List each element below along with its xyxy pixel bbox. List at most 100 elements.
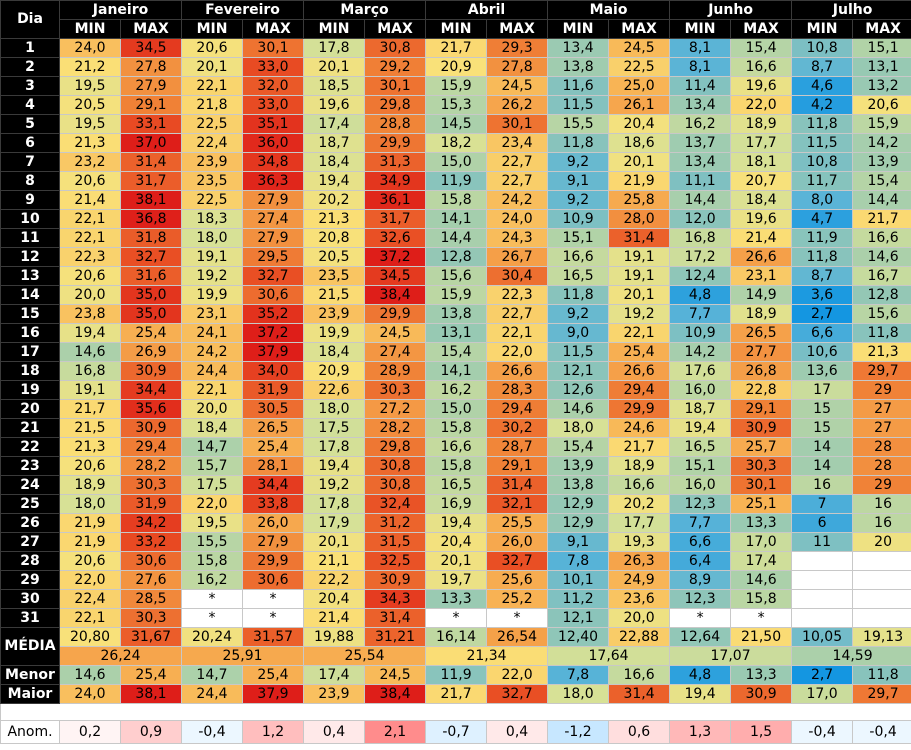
maior-min-cell: 19,4 bbox=[669, 684, 732, 704]
media-total-cell: 26,24 bbox=[58, 646, 183, 666]
min-cell: 11,8 bbox=[791, 247, 854, 267]
max-cell: 35,2 bbox=[242, 304, 305, 324]
maior-max-cell: 38,1 bbox=[119, 684, 183, 704]
max-cell: 26,6 bbox=[730, 247, 793, 267]
max-cell: 14,9 bbox=[730, 285, 793, 305]
max-cell: 29,9 bbox=[364, 304, 427, 324]
max-cell: 29,7 bbox=[852, 361, 911, 381]
max-cell: 13,3 bbox=[730, 513, 793, 533]
day-row: 23 20,6 28,2 15,7 28,1 19,4 30,8 15,8 29,1 13,9 18… bbox=[0, 456, 911, 476]
max-cell: 33,0 bbox=[242, 95, 305, 115]
max-cell: 28,3 bbox=[486, 380, 549, 400]
maior-min-cell: 21,7 bbox=[425, 684, 488, 704]
min-cell: 12,9 bbox=[547, 513, 610, 533]
anom-min-cell: 0,4 bbox=[303, 720, 366, 744]
max-cell: 27,8 bbox=[486, 57, 549, 77]
min-cell: 17,2 bbox=[669, 247, 732, 267]
max-cell: 33,8 bbox=[242, 494, 305, 514]
max-cell: 19,1 bbox=[608, 247, 671, 267]
min-cell: 16,6 bbox=[425, 437, 488, 457]
max-cell: 37,2 bbox=[364, 247, 427, 267]
min-cell: 14 bbox=[791, 437, 854, 457]
max-cell: 33,2 bbox=[119, 532, 183, 552]
max-cell: 21,9 bbox=[608, 171, 671, 191]
max-cell: 27,6 bbox=[119, 570, 183, 590]
max-cell: 19,6 bbox=[730, 76, 793, 96]
max-cell: 29,2 bbox=[364, 57, 427, 77]
min-cell: 19,2 bbox=[181, 266, 244, 286]
min-cell: 15,5 bbox=[181, 532, 244, 552]
subheader-max: MAX bbox=[119, 19, 183, 39]
max-cell: 32,1 bbox=[486, 494, 549, 514]
min-cell: 11,4 bbox=[669, 76, 732, 96]
max-cell: 20,1 bbox=[608, 152, 671, 172]
max-cell: 17,7 bbox=[730, 133, 793, 153]
max-cell: 27,7 bbox=[730, 342, 793, 362]
min-cell: 21,3 bbox=[59, 437, 121, 457]
min-cell: 21,9 bbox=[59, 532, 121, 552]
max-cell: 21,4 bbox=[730, 228, 793, 248]
max-cell: 28,0 bbox=[608, 209, 671, 229]
header-dia: Dia bbox=[0, 0, 60, 39]
min-cell: 19,4 bbox=[303, 456, 366, 476]
min-cell: 20,0 bbox=[181, 399, 244, 419]
menor-min-cell: 14,6 bbox=[59, 665, 121, 685]
min-cell: 18,4 bbox=[181, 418, 244, 438]
day-label: 2 bbox=[0, 57, 60, 77]
max-cell: 19,6 bbox=[730, 209, 793, 229]
media-min-cell: 12,64 bbox=[669, 627, 732, 647]
max-cell: 31,8 bbox=[119, 228, 183, 248]
max-cell: 30,1 bbox=[242, 38, 305, 58]
media-max-cell: 31,57 bbox=[242, 627, 305, 647]
min-cell: 20,1 bbox=[425, 551, 488, 571]
max-cell: 16,6 bbox=[852, 228, 911, 248]
subheader-max: MAX bbox=[730, 19, 793, 39]
day-row: 10 22,1 36,8 18,3 27,4 21,3 31,7 14,1 24,0 10,9 28… bbox=[0, 209, 911, 229]
media-label: MÉDIA bbox=[0, 627, 60, 666]
min-cell: 19,4 bbox=[669, 418, 732, 438]
min-cell: 14,1 bbox=[425, 361, 488, 381]
anom-max-cell: 0,9 bbox=[119, 720, 183, 744]
min-cell: 13,7 bbox=[669, 133, 732, 153]
min-cell: 14,6 bbox=[547, 399, 610, 419]
maior-row: Maior 24,0 38,1 24,4 37,9 23,9 38,4 21,7 32,7 18… bbox=[0, 684, 911, 704]
day-row: 17 14,6 26,9 24,2 37,9 18,4 27,4 15,4 22,0 11,5 25… bbox=[0, 342, 911, 362]
min-cell: 15,6 bbox=[425, 266, 488, 286]
month-header-janeiro: Janeiro bbox=[58, 0, 183, 20]
min-cell: 13,3 bbox=[425, 589, 488, 609]
anom-min-cell: -0,4 bbox=[181, 720, 244, 744]
max-cell: 26,5 bbox=[242, 418, 305, 438]
media-min-cell: 10,05 bbox=[791, 627, 854, 647]
maior-min-cell: 23,9 bbox=[303, 684, 366, 704]
max-cell: 24,2 bbox=[486, 190, 549, 210]
min-cell: 23,5 bbox=[303, 266, 366, 286]
min-cell: 17,8 bbox=[303, 437, 366, 457]
day-row: 29 22,0 27,6 16,2 30,6 22,2 30,9 19,7 25,6 10,1 24… bbox=[0, 570, 911, 590]
max-cell: 18,9 bbox=[730, 304, 793, 324]
min-cell: 23,1 bbox=[181, 304, 244, 324]
min-cell: 11,5 bbox=[791, 133, 854, 153]
min-cell: 22,1 bbox=[59, 209, 121, 229]
media-max-cell: 31,21 bbox=[364, 627, 427, 647]
min-cell: 16,2 bbox=[669, 114, 732, 134]
day-label: 12 bbox=[0, 247, 60, 267]
max-cell: 29,4 bbox=[119, 437, 183, 457]
day-label: 4 bbox=[0, 95, 60, 115]
max-cell: 25,4 bbox=[608, 342, 671, 362]
max-cell: 23,4 bbox=[486, 133, 549, 153]
max-cell: 29,1 bbox=[486, 456, 549, 476]
max-cell: 31,7 bbox=[119, 171, 183, 191]
max-cell: 16,6 bbox=[730, 57, 793, 77]
max-cell: 30,3 bbox=[730, 456, 793, 476]
min-cell: 12,1 bbox=[547, 361, 610, 381]
anom-min-cell: 1,3 bbox=[669, 720, 732, 744]
anom-min-cell: 0,2 bbox=[59, 720, 121, 744]
max-cell: 13,2 bbox=[852, 76, 911, 96]
min-cell: 4,6 bbox=[791, 76, 854, 96]
max-cell: 20 bbox=[852, 532, 911, 552]
max-cell: 25,2 bbox=[486, 589, 549, 609]
max-cell: 31,3 bbox=[364, 152, 427, 172]
max-cell bbox=[852, 608, 911, 628]
day-label: 30 bbox=[0, 589, 60, 609]
max-cell: 25,7 bbox=[730, 437, 793, 457]
